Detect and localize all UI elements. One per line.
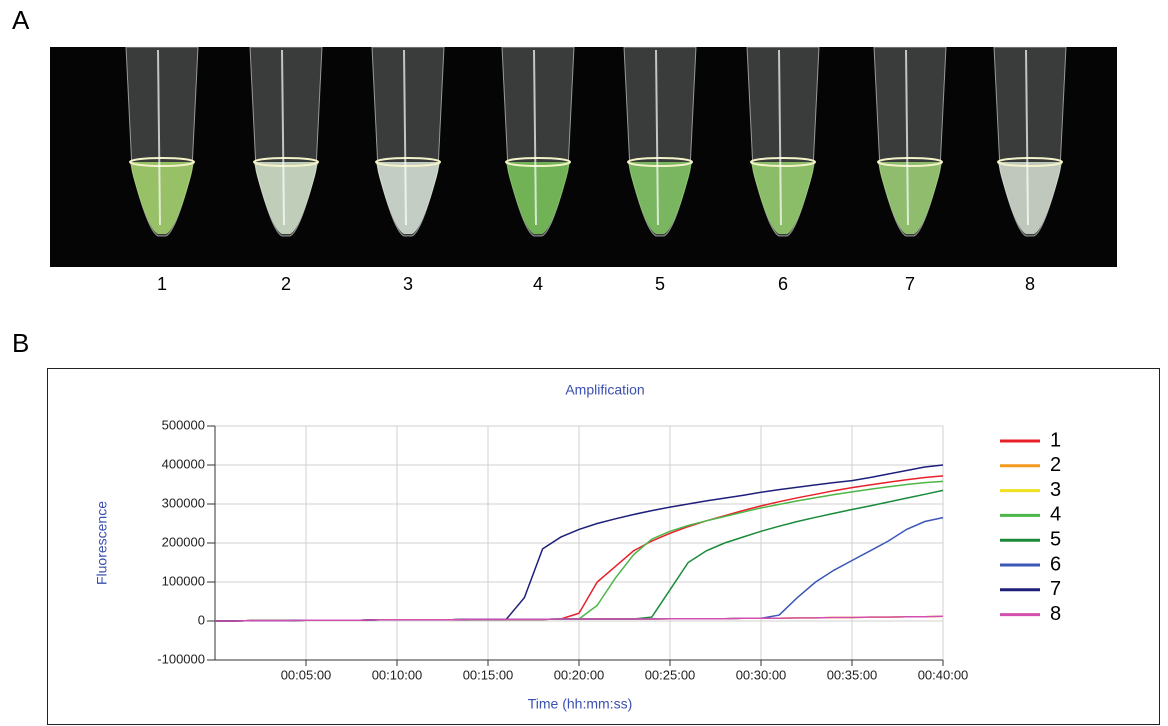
y-tick-label: 300000 [162,495,205,510]
liquid [998,162,1062,234]
y-tick-label: 100000 [162,573,205,588]
x-tick-label: 00:10:00 [372,667,423,682]
tube-label: 7 [905,274,915,294]
x-tick-label: 00:30:00 [736,667,787,682]
panel-label: B [12,328,29,358]
y-tick-label: 200000 [162,534,205,549]
chart-title: Amplification [565,382,644,398]
tube-label: 2 [281,274,291,294]
highlight [655,49,659,226]
y-tick-label: 400000 [162,456,205,471]
meniscus [505,157,571,167]
liquid [878,162,942,234]
meniscus [627,157,693,167]
tube-label: 8 [1025,274,1035,294]
y-tick-label: 0 [198,612,205,627]
legend-label: 8 [1050,603,1061,625]
highlight [157,49,161,226]
highlight [905,49,909,226]
meniscus [253,157,319,167]
highlight [1025,49,1029,226]
liquid [130,162,194,234]
legend-label: 6 [1050,553,1061,575]
x-tick-label: 00:40:00 [918,667,969,682]
highlight [778,49,782,226]
meniscus [750,157,816,167]
highlight [281,49,285,226]
liquid [751,162,815,234]
y-axis-label: Fluorescence [94,501,110,585]
tube-label: 5 [655,274,665,294]
x-tick-label: 00:15:00 [463,667,514,682]
x-tick-label: 00:20:00 [554,667,605,682]
y-tick-label: -100000 [157,651,205,666]
liquid [376,162,440,234]
tube-label: 4 [533,274,543,294]
meniscus [877,157,943,167]
legend-label: 7 [1050,578,1061,600]
liquid [628,162,692,234]
series-line [215,615,944,622]
highlight [403,49,407,226]
tube-label: 1 [157,274,167,294]
meniscus [375,157,441,167]
photo [50,47,1117,267]
legend-label: 5 [1050,528,1061,550]
legend-label: 3 [1050,479,1061,501]
meniscus [129,157,195,167]
legend-label: 1 [1050,429,1061,451]
tubes [125,46,1067,237]
x-tick-label: 00:25:00 [645,667,696,682]
tube-label: 3 [403,274,413,294]
x-tick-label: 00:35:00 [827,667,878,682]
liquid [506,162,570,234]
meniscus [997,157,1063,167]
x-tick-label: 00:05:00 [281,667,332,682]
x-axis-label: Time (hh:mm:ss) [528,696,632,712]
tube-label: 6 [778,274,788,294]
y-tick-label: 500000 [162,417,205,432]
legend-label: 4 [1050,504,1061,526]
panel-label: A [12,5,30,35]
liquid [254,162,318,234]
legend-label: 2 [1050,454,1061,476]
highlight [533,49,537,226]
